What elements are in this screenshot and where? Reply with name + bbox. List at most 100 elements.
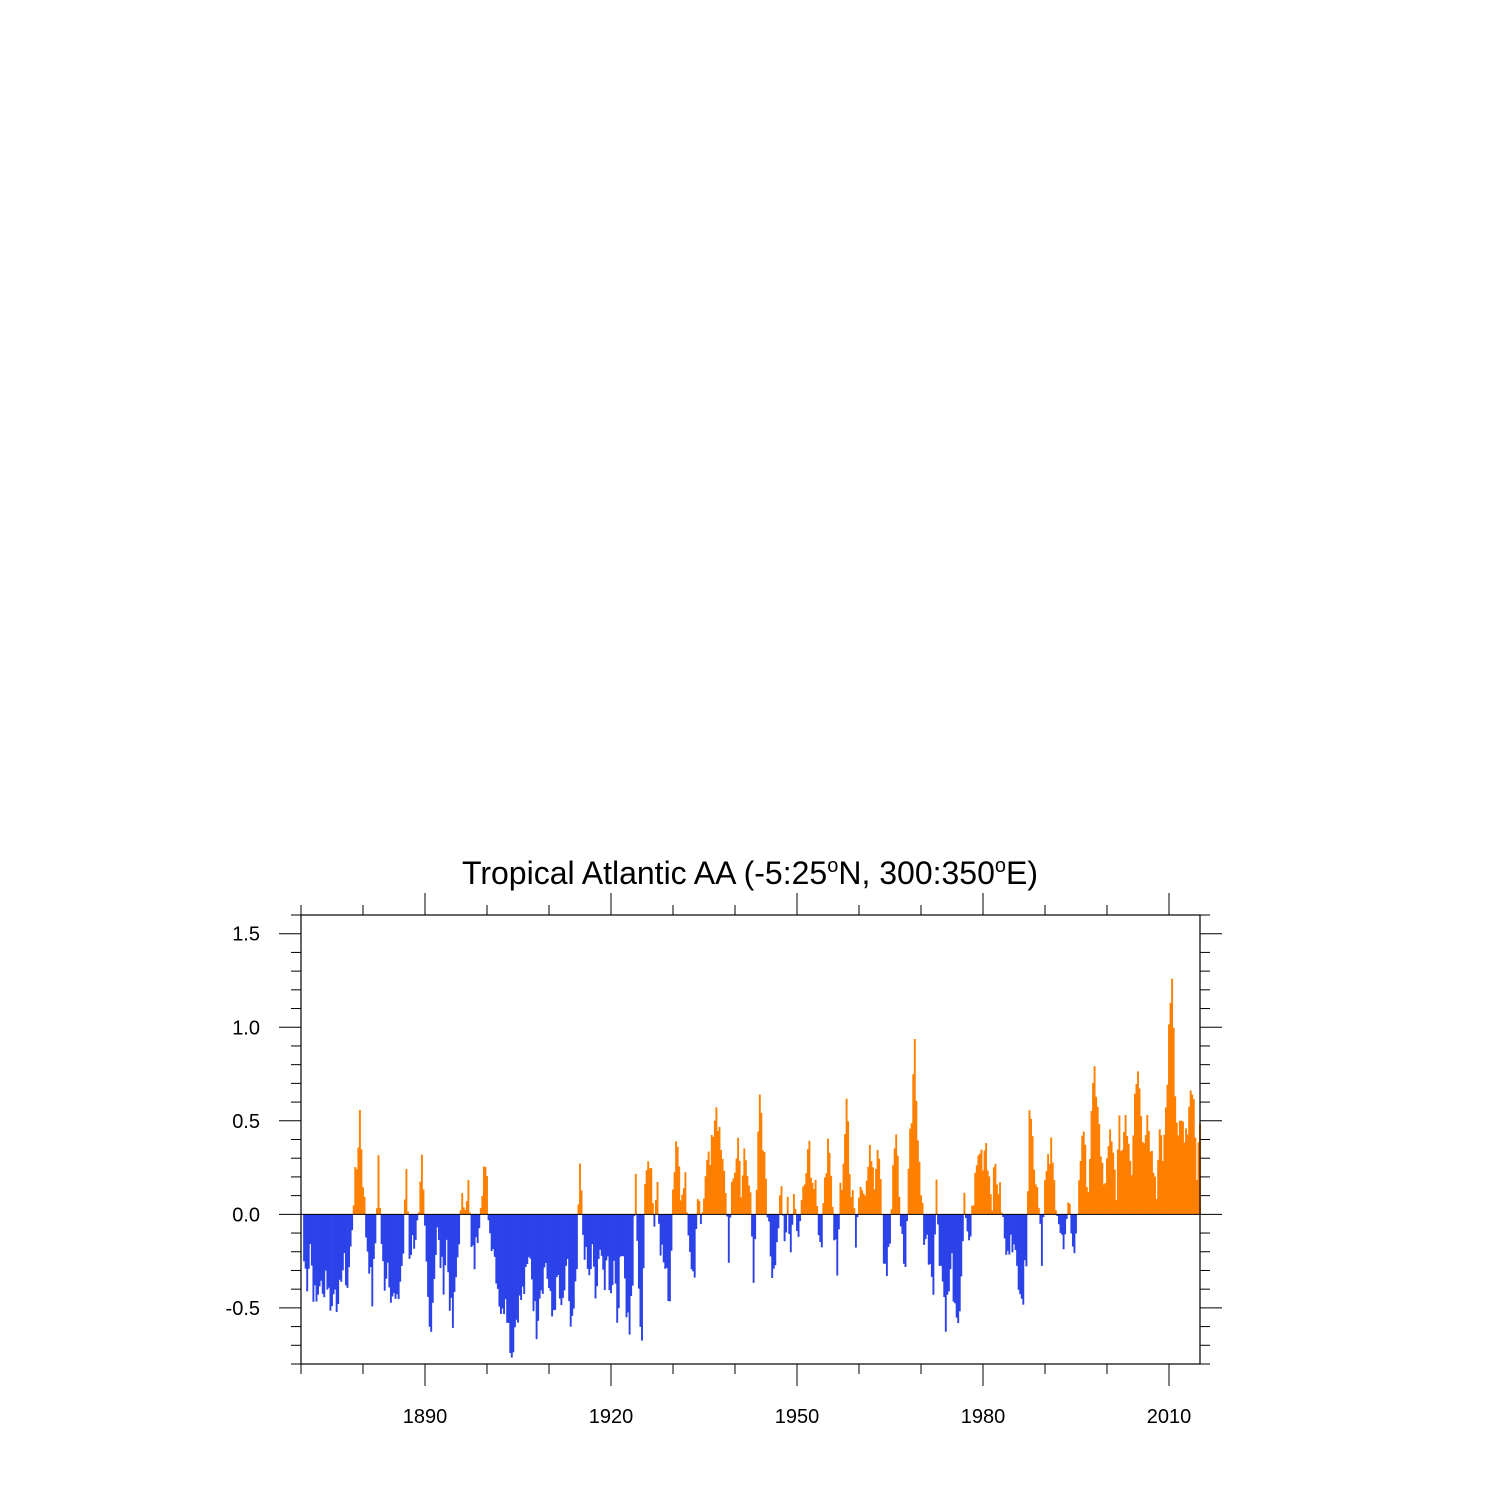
bar bbox=[515, 1214, 518, 1320]
bar bbox=[1112, 1152, 1115, 1215]
bar bbox=[755, 1189, 758, 1215]
bar bbox=[760, 1112, 763, 1215]
bar bbox=[794, 1209, 797, 1215]
bar bbox=[1045, 1171, 1048, 1215]
bar bbox=[594, 1214, 597, 1299]
bar bbox=[414, 1214, 417, 1240]
bar bbox=[614, 1214, 617, 1284]
bar bbox=[929, 1214, 932, 1265]
bar bbox=[374, 1214, 377, 1244]
bar bbox=[486, 1175, 488, 1215]
bar bbox=[713, 1120, 716, 1215]
bar bbox=[1124, 1115, 1127, 1215]
bar bbox=[346, 1214, 349, 1288]
bar bbox=[492, 1214, 495, 1249]
bar bbox=[884, 1214, 887, 1264]
bar bbox=[1141, 1141, 1144, 1215]
bar bbox=[620, 1214, 623, 1256]
bar bbox=[743, 1148, 746, 1215]
bar bbox=[696, 1199, 699, 1215]
bar bbox=[876, 1150, 879, 1215]
bar bbox=[867, 1166, 870, 1215]
bar bbox=[699, 1214, 702, 1224]
bar bbox=[966, 1214, 969, 1232]
bar bbox=[916, 1140, 919, 1215]
bar bbox=[811, 1182, 814, 1215]
bar bbox=[1177, 1135, 1180, 1215]
bar bbox=[304, 1214, 307, 1269]
bar bbox=[1144, 1135, 1147, 1215]
bar bbox=[930, 1214, 933, 1277]
bar bbox=[644, 1183, 647, 1215]
bar bbox=[512, 1214, 515, 1353]
bar bbox=[701, 1212, 704, 1215]
bar bbox=[419, 1181, 422, 1215]
bar bbox=[944, 1214, 947, 1332]
bar bbox=[1025, 1214, 1028, 1267]
bar bbox=[785, 1214, 788, 1233]
bar bbox=[707, 1151, 710, 1215]
bar bbox=[1102, 1184, 1105, 1215]
bar bbox=[789, 1214, 792, 1253]
bar bbox=[625, 1214, 628, 1318]
bar bbox=[828, 1152, 831, 1215]
bar bbox=[856, 1214, 859, 1218]
bar bbox=[865, 1180, 868, 1215]
bar bbox=[1118, 1115, 1121, 1215]
bar bbox=[1149, 1151, 1152, 1215]
bar bbox=[566, 1214, 569, 1259]
bar bbox=[303, 1214, 306, 1262]
bar bbox=[396, 1214, 399, 1295]
bar bbox=[758, 1094, 761, 1215]
bar bbox=[1031, 1136, 1034, 1215]
bar bbox=[996, 1184, 998, 1215]
bar bbox=[560, 1214, 563, 1306]
bar bbox=[394, 1214, 397, 1299]
bar bbox=[386, 1214, 389, 1263]
bar bbox=[589, 1214, 592, 1270]
bar bbox=[791, 1214, 794, 1225]
bar bbox=[526, 1214, 529, 1264]
bar bbox=[1154, 1176, 1156, 1215]
bar bbox=[1146, 1114, 1149, 1215]
bar bbox=[596, 1214, 598, 1287]
bar bbox=[841, 1189, 843, 1215]
bar bbox=[1079, 1161, 1082, 1215]
bar bbox=[529, 1214, 532, 1259]
bar bbox=[903, 1214, 905, 1264]
bar bbox=[627, 1214, 629, 1313]
bar bbox=[1062, 1214, 1065, 1250]
bar bbox=[870, 1161, 873, 1215]
bar bbox=[317, 1214, 319, 1295]
bar bbox=[896, 1155, 899, 1215]
bar bbox=[379, 1207, 381, 1215]
bar bbox=[534, 1214, 536, 1302]
bar bbox=[513, 1214, 516, 1328]
bar bbox=[1185, 1128, 1187, 1215]
bar bbox=[730, 1181, 733, 1215]
bar bbox=[749, 1192, 752, 1215]
bar bbox=[1166, 1084, 1169, 1215]
bar bbox=[1071, 1214, 1074, 1247]
bar bbox=[498, 1214, 501, 1307]
bar bbox=[1070, 1214, 1073, 1234]
bar bbox=[775, 1214, 778, 1243]
bar bbox=[1064, 1214, 1067, 1235]
bar bbox=[554, 1214, 557, 1310]
bar bbox=[686, 1212, 688, 1215]
bar bbox=[531, 1214, 533, 1280]
bar bbox=[1135, 1083, 1138, 1215]
bar bbox=[558, 1214, 561, 1299]
bar bbox=[1189, 1090, 1192, 1215]
bar bbox=[641, 1214, 643, 1341]
bar bbox=[1163, 1134, 1166, 1215]
bar bbox=[1138, 1088, 1141, 1215]
bar bbox=[310, 1214, 313, 1266]
bar bbox=[557, 1214, 560, 1275]
bar bbox=[338, 1214, 341, 1280]
bar bbox=[400, 1214, 403, 1266]
bar bbox=[1137, 1071, 1139, 1215]
bar bbox=[864, 1195, 867, 1215]
title-part-main: Tropical Atlantic AA (-5:25 bbox=[462, 855, 827, 891]
bar bbox=[568, 1214, 571, 1302]
